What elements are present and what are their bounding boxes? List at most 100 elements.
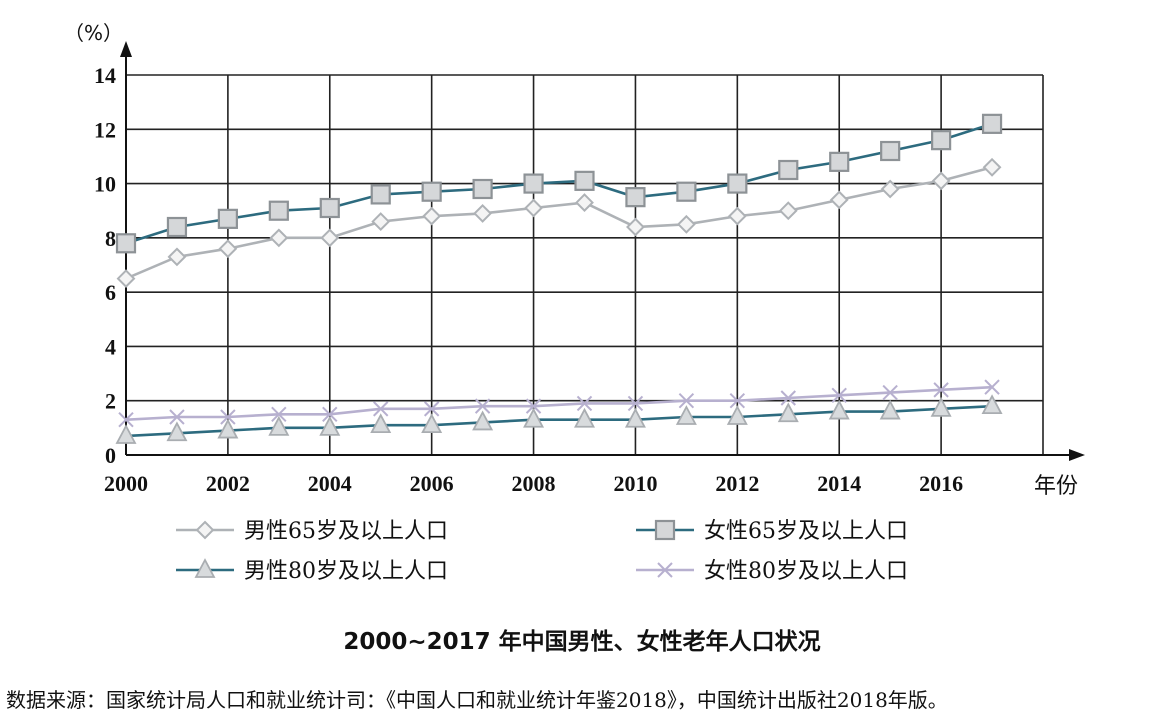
y-tick-label: 12 [94,117,116,142]
chart-title: 2000~2017 年中国男性、女性老年人口状况 [343,629,821,655]
data-point [625,187,646,208]
data-point-stroke [729,393,746,409]
data-point [931,171,951,191]
grid [126,74,1044,455]
x-tick-label: 2004 [308,471,352,496]
data-point-stroke [576,395,593,412]
data-point [828,399,850,420]
y-tick-label: 4 [105,334,116,359]
legend-label: 女性80岁及以上人口 [704,559,908,584]
data-point-stroke [933,382,949,398]
data-point [981,394,1003,415]
data-point [371,212,391,231]
line-chart: 0 2 4 6 8 10 12 14 2000 2002 2004 2006 2008 2010 2012 2… [64,21,1085,584]
y-tick-label: 8 [105,226,116,251]
data-point [474,398,491,414]
data-point [726,405,748,425]
data-point [831,387,847,403]
x-tick-label: 2000 [104,471,148,496]
series-group [116,157,1002,288]
data-point [220,409,236,425]
data-point [931,130,952,151]
legend-label: 女性65岁及以上人口 [704,519,908,544]
x-tick-label: 2006 [410,471,454,496]
data-point [727,206,747,226]
y-axis-label: （%） [64,21,123,45]
data-point [118,412,134,428]
x-axis-arrow [1069,449,1085,461]
data-point [780,390,796,406]
x-tick-label: 2010 [613,471,657,496]
data-point [930,396,952,417]
data-point [984,379,1000,395]
legend-label: 男性65岁及以上人口 [244,519,448,544]
data-point-stroke [423,401,440,417]
y-tick-label: 10 [94,172,116,197]
data-point [880,179,900,199]
legend-item: 男性65岁及以上人口 [176,519,448,544]
series-group [118,379,1000,428]
data-point [373,401,389,417]
series-group [115,394,1003,444]
y-tick-label: 6 [105,280,116,305]
data-point [982,157,1002,177]
data-point-stroke [220,409,236,425]
data-point [370,413,392,434]
data-point-stroke [322,406,338,422]
data-point [166,421,188,442]
data-point [319,197,340,219]
data-point [880,140,901,162]
data-point [676,181,697,202]
data-point [657,562,673,578]
y-tick-label: 14 [94,63,116,88]
data-point [268,415,290,436]
data-point [116,269,136,288]
data-point [676,214,696,234]
data-point [654,519,676,541]
data-point [319,415,341,436]
data-point [268,200,289,221]
legend-label: 男性80岁及以上人口 [244,559,448,584]
data-point [271,406,287,422]
legend-item: 女性80岁及以上人口 [636,559,908,584]
data-point-stroke [169,409,185,425]
data-point-stroke [831,387,847,403]
data-point [523,407,545,428]
data-point-stroke [984,379,1000,395]
data-point [574,170,595,191]
data-point-stroke [678,393,695,409]
data-point [166,216,188,238]
data-point [575,193,594,212]
data-point [879,399,901,420]
data-point [217,418,239,439]
x-tick-label: 2012 [715,471,759,496]
series-group [115,113,1003,254]
data-point [525,398,542,414]
legend-item: 男性80岁及以上人口 [176,558,448,584]
data-point [169,409,185,425]
y-tick-label: 0 [105,443,116,468]
data-point [627,395,644,412]
data-point [320,228,340,248]
data-point [167,247,187,267]
x-axis-label: 年份 [1034,474,1078,499]
data-point [422,206,442,226]
data-point-stroke [525,398,542,414]
data-point [195,520,215,540]
data-point-stroke [271,406,287,422]
data-point [675,405,697,425]
data-point [626,217,645,237]
data-point [576,395,593,412]
x-tick-label: 2016 [919,471,963,496]
data-point [115,233,137,254]
x-tick-label: 2014 [817,471,861,496]
series-line [125,166,993,280]
series-layer [115,113,1003,444]
data-point-stroke [627,395,644,412]
series-line [125,404,993,438]
legend-item: 女性65岁及以上人口 [636,519,908,544]
data-point [829,190,849,210]
data-point [524,198,543,218]
data-point [882,384,898,401]
data-point [778,201,798,221]
